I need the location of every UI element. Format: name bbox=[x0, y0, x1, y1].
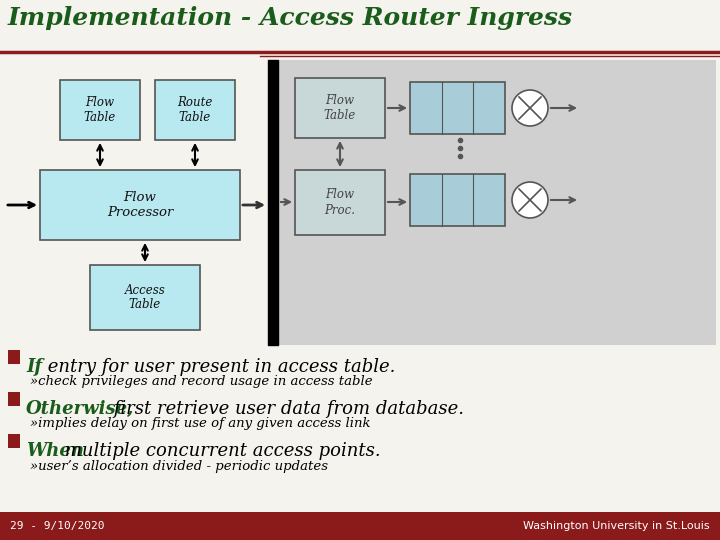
FancyBboxPatch shape bbox=[8, 434, 20, 448]
Text: Flow
Processor: Flow Processor bbox=[107, 191, 174, 219]
FancyBboxPatch shape bbox=[60, 80, 140, 140]
Text: entry for user present in access table.: entry for user present in access table. bbox=[42, 358, 396, 376]
FancyBboxPatch shape bbox=[295, 170, 385, 235]
FancyBboxPatch shape bbox=[155, 80, 235, 140]
FancyBboxPatch shape bbox=[8, 392, 20, 406]
Text: »check privileges and record usage in access table: »check privileges and record usage in ac… bbox=[30, 375, 373, 388]
FancyBboxPatch shape bbox=[8, 350, 20, 364]
Circle shape bbox=[512, 90, 548, 126]
Text: Implementation - Access Router Ingress: Implementation - Access Router Ingress bbox=[8, 6, 573, 30]
FancyBboxPatch shape bbox=[40, 170, 240, 240]
Text: Washington University in St.Louis: Washington University in St.Louis bbox=[523, 521, 710, 531]
Text: Access
Table: Access Table bbox=[125, 284, 166, 312]
FancyBboxPatch shape bbox=[295, 78, 385, 138]
FancyBboxPatch shape bbox=[268, 60, 716, 345]
Text: »user’s allocation divided - periodic updates: »user’s allocation divided - periodic up… bbox=[30, 460, 328, 473]
FancyBboxPatch shape bbox=[90, 265, 200, 330]
Text: If: If bbox=[26, 358, 42, 376]
FancyBboxPatch shape bbox=[410, 174, 505, 226]
FancyBboxPatch shape bbox=[410, 82, 505, 134]
Text: Flow
Proc.: Flow Proc. bbox=[325, 188, 356, 217]
Text: Flow
Table: Flow Table bbox=[324, 94, 356, 122]
Text: Flow
Table: Flow Table bbox=[84, 96, 116, 124]
FancyBboxPatch shape bbox=[0, 512, 720, 540]
Text: Route
Table: Route Table bbox=[177, 96, 212, 124]
Text: first retrieve user data from database.: first retrieve user data from database. bbox=[108, 400, 464, 418]
Text: When: When bbox=[26, 442, 84, 460]
Text: 29 - 9/10/2020: 29 - 9/10/2020 bbox=[10, 521, 104, 531]
Circle shape bbox=[512, 182, 548, 218]
Text: multiple concurrent access points.: multiple concurrent access points. bbox=[59, 442, 380, 460]
Text: Otherwise,: Otherwise, bbox=[26, 400, 135, 418]
Text: »implies delay on first use of any given access link: »implies delay on first use of any given… bbox=[30, 417, 371, 430]
